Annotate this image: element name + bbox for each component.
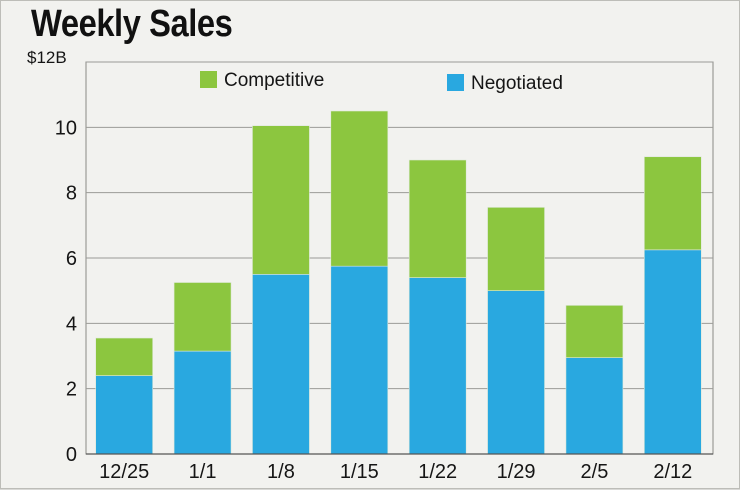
y-tick-label: $12B (27, 48, 67, 67)
y-tick-label: 2 (66, 379, 77, 401)
x-tick-label: 1/29 (497, 461, 536, 483)
chart-title: Weekly Sales (31, 3, 233, 45)
x-tick-label: 1/22 (418, 461, 457, 483)
y-tick-label: 8 (66, 183, 77, 205)
legend-label-competitive: Competitive (224, 70, 324, 91)
bar-competitive-2-5 (565, 305, 624, 358)
bar-competitive-1-22 (408, 159, 467, 278)
bar-negotiated-2-5 (565, 357, 624, 455)
bar-competitive-1-15 (330, 110, 389, 267)
x-tick-label: 2/12 (653, 461, 692, 483)
bar-negotiated-12-25 (95, 375, 153, 455)
bar-competitive-2-12 (644, 156, 702, 251)
y-tick-label: 0 (66, 444, 77, 466)
x-tick-label: 2/5 (581, 461, 609, 483)
bar-negotiated-2-12 (644, 249, 702, 455)
legend-label-negotiated: Negotiated (471, 73, 563, 94)
legend-swatch-competitive (200, 71, 217, 88)
bar-competitive-1-29 (487, 207, 545, 291)
x-tick-label: 1/1 (189, 461, 217, 483)
bar-competitive-1-8 (252, 125, 310, 275)
bar-negotiated-1-8 (252, 274, 310, 455)
bar-competitive-1-1 (173, 282, 232, 352)
x-tick-label: 1/15 (340, 461, 379, 483)
legend-swatch-negotiated (447, 74, 464, 91)
x-tick-label: 12/25 (99, 461, 149, 483)
bar-competitive-12-25 (95, 337, 153, 376)
bar-negotiated-1-15 (330, 265, 389, 455)
x-tick-label: 1/8 (267, 461, 295, 483)
bar-negotiated-1-22 (408, 277, 467, 455)
bar-negotiated-1-29 (487, 290, 545, 455)
y-tick-label: 6 (66, 248, 77, 270)
y-tick-label: 10 (55, 117, 77, 139)
y-tick-label: 4 (66, 313, 77, 335)
bar-negotiated-1-1 (173, 350, 232, 455)
